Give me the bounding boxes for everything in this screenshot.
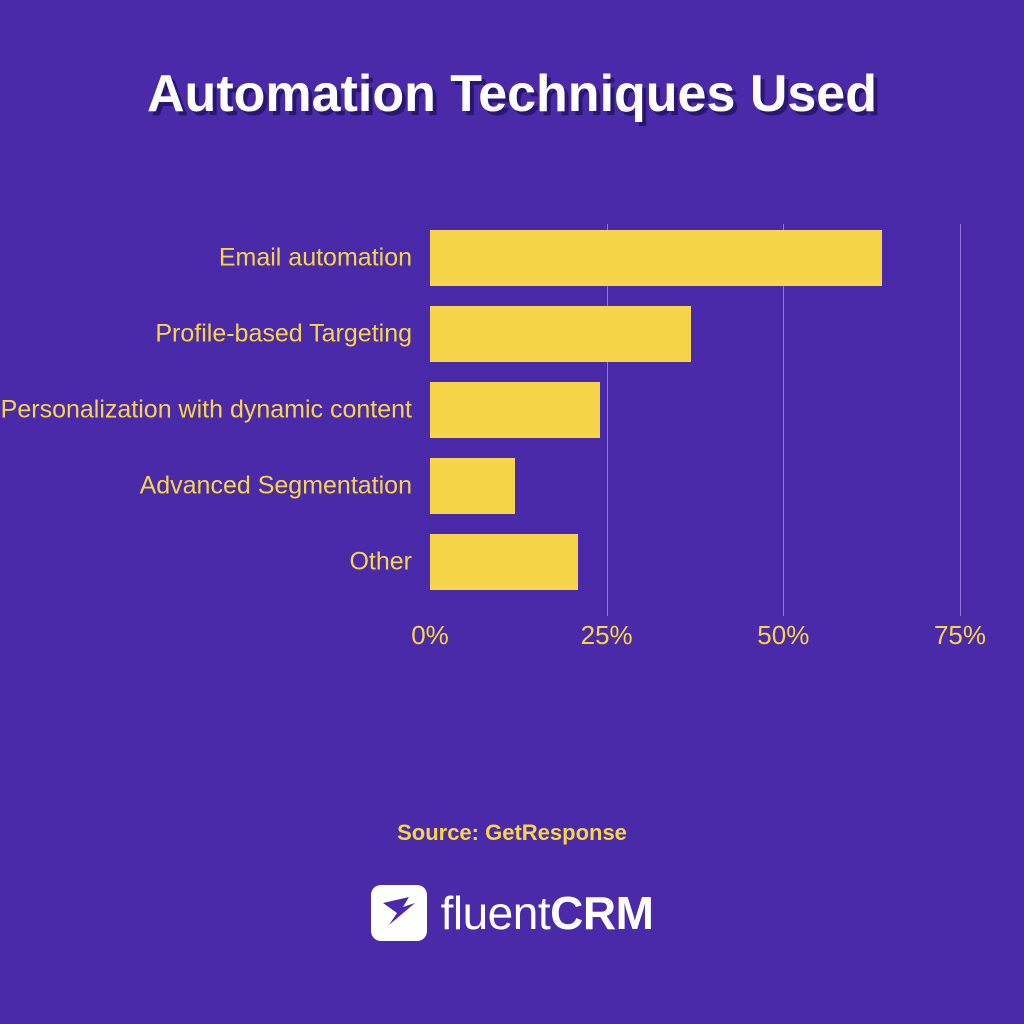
fluentcrm-icon bbox=[371, 885, 427, 941]
bar bbox=[430, 230, 882, 286]
x-tick-label: 75% bbox=[934, 620, 986, 651]
category-label: Personalization with dynamic content bbox=[1, 396, 412, 425]
chart-bars: Email automationProfile-based TargetingP… bbox=[430, 230, 960, 610]
bar bbox=[430, 458, 515, 514]
brand-name-bold: CRM bbox=[550, 887, 653, 939]
brand-logo-text: fluentCRM bbox=[441, 886, 654, 940]
x-tick-label: 50% bbox=[757, 620, 809, 651]
infographic-container: Automation Techniques Used Automation Te… bbox=[0, 0, 1024, 1024]
bar bbox=[430, 382, 600, 438]
gridline bbox=[960, 224, 961, 616]
chart-title: Automation Techniques Used bbox=[0, 64, 1024, 124]
bar bbox=[430, 534, 578, 590]
category-label: Other bbox=[349, 548, 412, 577]
category-label: Advanced Segmentation bbox=[140, 472, 412, 501]
category-label: Email automation bbox=[219, 244, 412, 273]
source-attribution: Source: GetResponse bbox=[0, 820, 1024, 846]
bar bbox=[430, 306, 691, 362]
brand-logo: fluentCRM bbox=[0, 885, 1024, 941]
bar-chart: Email automationProfile-based TargetingP… bbox=[430, 230, 960, 650]
x-tick-label: 25% bbox=[581, 620, 633, 651]
x-tick-label: 0% bbox=[411, 620, 449, 651]
category-label: Profile-based Targeting bbox=[155, 320, 412, 349]
brand-name-light: fluent bbox=[441, 887, 551, 939]
